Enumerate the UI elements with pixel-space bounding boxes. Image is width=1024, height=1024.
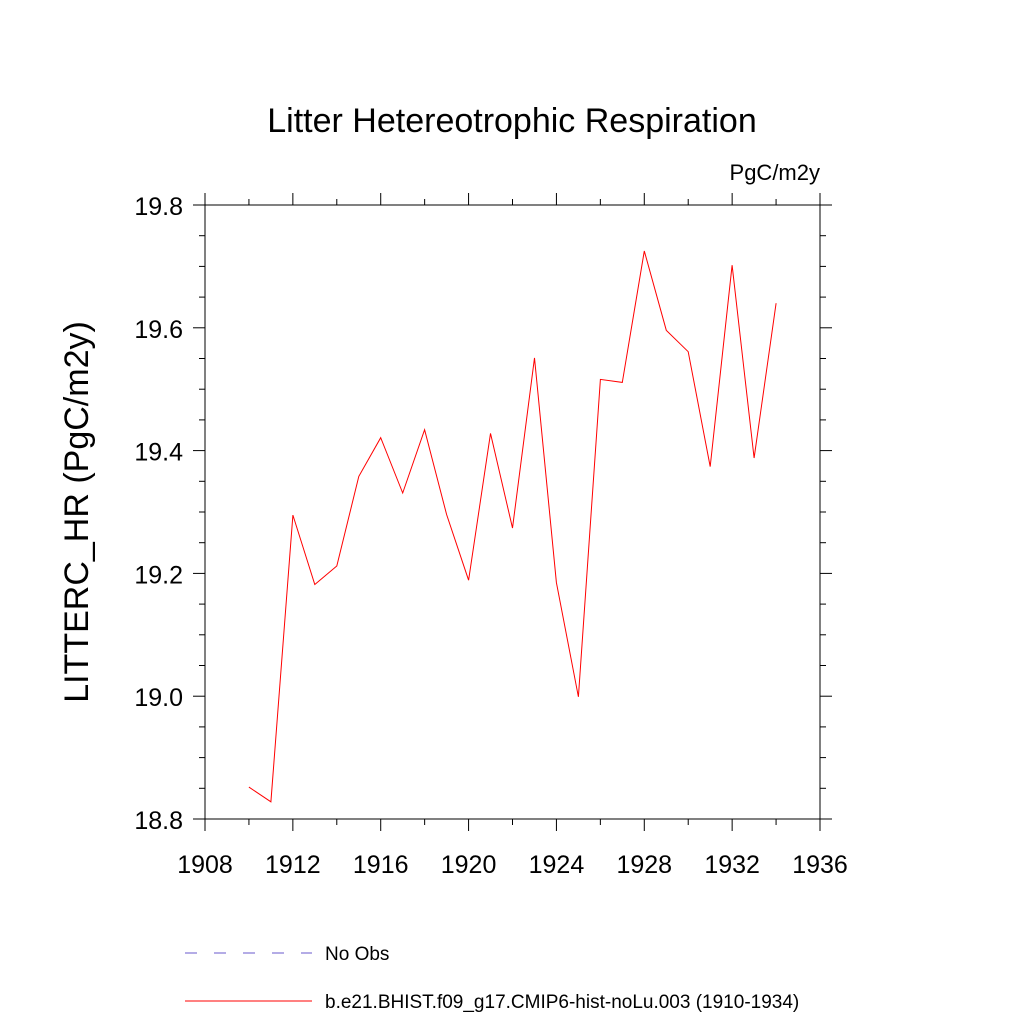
units-label: PgC/m2y	[730, 160, 820, 185]
y-tick-label: 19.4	[134, 439, 183, 467]
x-tick-label: 1912	[265, 851, 321, 879]
y-tick-label: 19.0	[134, 684, 183, 712]
legend: No Obs b.e21.BHIST.f09_g17.CMIP6-hist-no…	[185, 944, 799, 1013]
x-tick-label: 1908	[177, 851, 233, 879]
y-axis-label: LITTERC_HR (PgC/m2y)	[58, 321, 96, 703]
y-tick-label: 19.6	[134, 316, 183, 344]
legend-label-no-obs: No Obs	[325, 944, 389, 965]
x-tick-label: 1924	[529, 851, 585, 879]
x-tick-label: 1916	[353, 851, 409, 879]
y-tick-label: 18.8	[134, 807, 183, 835]
y-tick-label: 19.2	[134, 561, 183, 589]
plot-frame	[204, 204, 821, 820]
series-line	[248, 250, 777, 803]
x-tick-label: 1932	[704, 851, 760, 879]
x-axis: 1908 1912 1916 1920 1924 1928 1932 1936	[177, 193, 848, 879]
x-tick-label: 1928	[616, 851, 672, 879]
x-tick-label: 1920	[441, 851, 497, 879]
y-axis: 18.8 19.0 19.2 19.4 19.6 19.8	[134, 193, 832, 835]
series-group	[248, 250, 777, 803]
x-tick-label: 1936	[792, 851, 848, 879]
chart-title: Litter Hetereotrophic Respiration	[267, 102, 756, 140]
legend-label-model: b.e21.BHIST.f09_g17.CMIP6-hist-noLu.003 …	[325, 992, 799, 1013]
y-tick-label: 19.8	[134, 193, 183, 221]
